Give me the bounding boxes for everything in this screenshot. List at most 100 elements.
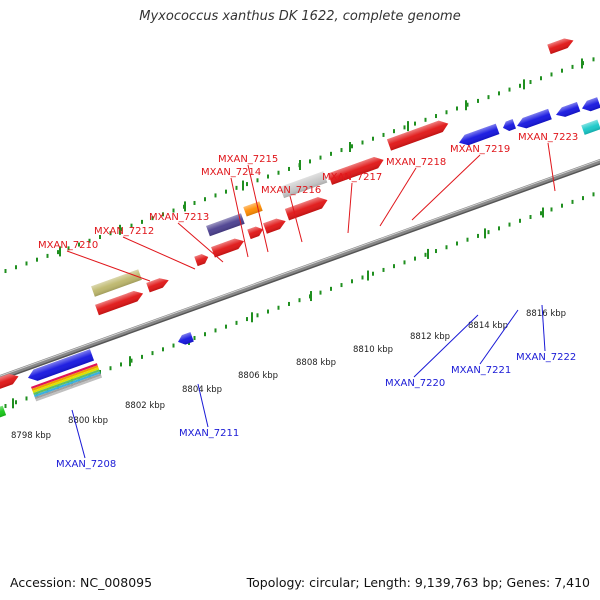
forward-gene-label: MXAN_7213 bbox=[149, 212, 209, 223]
gene-track bbox=[0, 38, 600, 419]
gene-gloss bbox=[91, 269, 142, 297]
reverse-leader-line bbox=[197, 383, 209, 428]
gene-feature bbox=[178, 332, 194, 345]
reverse-gene-label: MXAN_7221 bbox=[451, 365, 511, 376]
gene-feature bbox=[146, 278, 169, 293]
genome-summary-text: Topology: circular; Length: 9,139,763 bp… bbox=[246, 575, 590, 590]
band-stripe bbox=[33, 371, 101, 398]
tick-label: 8812 kbp bbox=[410, 332, 450, 342]
gene-gloss bbox=[386, 120, 449, 151]
gene-feature bbox=[0, 373, 19, 390]
forward-gene-label: MXAN_7223 bbox=[518, 132, 578, 143]
tick-label: 8808 kbp bbox=[296, 358, 336, 368]
band-stripe bbox=[33, 369, 100, 396]
backbone-highlight bbox=[0, 159, 600, 377]
reverse-leader-line bbox=[71, 409, 86, 459]
accession-text: Accession: NC_008095 bbox=[10, 575, 153, 590]
tick-label: 8802 kbp bbox=[125, 401, 165, 411]
gene-feature bbox=[284, 197, 328, 221]
gene-gloss bbox=[284, 197, 328, 221]
gene-feature bbox=[517, 108, 552, 129]
gene-feature bbox=[547, 38, 574, 55]
tick-label: 8798 kbp bbox=[11, 431, 51, 441]
gene-gloss bbox=[247, 226, 264, 240]
gene-gloss bbox=[194, 254, 209, 267]
backbone-line bbox=[0, 158, 600, 380]
gene-gloss bbox=[547, 38, 574, 55]
band-stripe bbox=[31, 365, 99, 391]
gene-gloss bbox=[327, 156, 384, 185]
gene-gloss bbox=[503, 119, 516, 131]
reverse-gene-label: MXAN_7208 bbox=[56, 459, 116, 470]
band-stripe bbox=[34, 373, 102, 400]
forward-leader-line bbox=[66, 250, 151, 282]
gene-feature bbox=[0, 405, 7, 419]
forward-gene-label: MXAN_7217 bbox=[322, 172, 382, 183]
reverse-leader-line bbox=[413, 314, 479, 378]
gene-gloss bbox=[263, 218, 286, 234]
gene-feature bbox=[327, 156, 384, 185]
gene-feature bbox=[279, 171, 328, 199]
forward-gene-label: MXAN_7219 bbox=[450, 144, 510, 155]
band-stripe bbox=[35, 375, 103, 402]
gene-feature bbox=[386, 120, 449, 151]
gene-feature bbox=[206, 213, 245, 237]
forward-leader-line bbox=[411, 154, 481, 221]
forward-gene-label: MXAN_7210 bbox=[38, 240, 98, 251]
gene-gloss bbox=[279, 171, 328, 199]
tick-label: 8804 kbp bbox=[182, 385, 222, 395]
reverse-gene-label: MXAN_7211 bbox=[179, 428, 239, 439]
gene-feature bbox=[581, 119, 600, 135]
gene-gloss bbox=[459, 123, 500, 146]
feature-band bbox=[31, 363, 103, 402]
gene-feature bbox=[459, 123, 500, 146]
forward-leader-line bbox=[289, 195, 303, 243]
forward-leader-line bbox=[177, 222, 224, 263]
gene-feature bbox=[582, 97, 600, 112]
gene-gloss bbox=[95, 291, 144, 316]
reverse-gene-label: MXAN_7220 bbox=[385, 378, 445, 389]
gene-gloss bbox=[146, 278, 169, 293]
forward-gene-label: MXAN_7214 bbox=[201, 167, 261, 178]
reverse-gene-label: MXAN_7222 bbox=[516, 352, 576, 363]
band-stripe bbox=[31, 363, 98, 389]
gene-gloss bbox=[582, 97, 600, 112]
gene-gloss bbox=[517, 108, 552, 129]
forward-gene-label: MXAN_7212 bbox=[94, 226, 154, 237]
gene-feature bbox=[95, 291, 144, 316]
gene-gloss bbox=[0, 405, 7, 419]
forward-leader-line bbox=[247, 164, 269, 253]
forward-leader-line bbox=[379, 167, 417, 227]
gene-gloss bbox=[581, 119, 600, 135]
tick-label: 8816 kbp bbox=[526, 309, 566, 319]
gene-gloss bbox=[211, 238, 245, 258]
gene-gloss bbox=[0, 373, 19, 390]
tick-label: 8814 kbp bbox=[468, 321, 508, 331]
forward-leader-line bbox=[547, 142, 556, 192]
reverse-leader-line bbox=[479, 309, 519, 365]
forward-gene-label: MXAN_7216 bbox=[261, 185, 321, 196]
forward-leader-line bbox=[122, 236, 196, 270]
gene-feature bbox=[91, 269, 142, 297]
reverse-leader-line bbox=[541, 304, 546, 352]
gene-feature bbox=[503, 119, 516, 131]
band-stripe bbox=[32, 367, 100, 394]
gene-feature bbox=[556, 102, 581, 117]
map-title: Myxococcus xanthus DK 1622, complete gen… bbox=[139, 9, 461, 24]
gene-feature bbox=[247, 226, 264, 240]
forward-leader-line bbox=[347, 182, 353, 234]
outer-tick-row bbox=[4, 57, 595, 274]
gene-feature bbox=[243, 201, 263, 217]
gene-gloss bbox=[28, 349, 95, 381]
gene-feature bbox=[28, 349, 95, 381]
gene-gloss bbox=[243, 201, 263, 217]
forward-leader-line bbox=[230, 177, 249, 258]
gene-feature bbox=[194, 254, 209, 267]
gene-gloss bbox=[556, 102, 581, 117]
tick-label: 8800 kbp bbox=[68, 416, 108, 426]
tick-label: 8810 kbp bbox=[353, 345, 393, 355]
tick-label: 8806 kbp bbox=[238, 371, 278, 381]
gene-feature bbox=[263, 218, 286, 234]
gene-feature bbox=[211, 238, 245, 258]
